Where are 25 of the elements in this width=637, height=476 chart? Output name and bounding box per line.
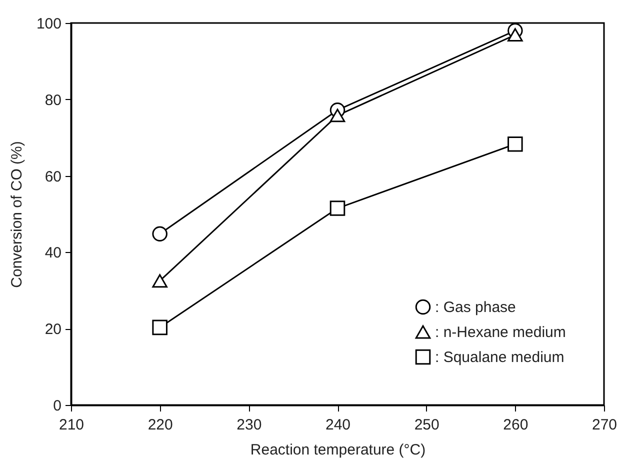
x-tick-label: 240 xyxy=(325,416,351,434)
x-tick-label: 220 xyxy=(148,416,173,434)
y-tick-label: 20 xyxy=(44,321,62,338)
legend-label: : Squalane medium xyxy=(435,349,564,366)
point xyxy=(508,28,523,42)
x-tick-label: 230 xyxy=(236,416,262,434)
x-axis-title: Reaction temperature (°C) xyxy=(250,442,426,458)
legend-label: : n-Hexane medium xyxy=(435,324,566,341)
x-tick-label: 270 xyxy=(592,416,618,434)
x-tick-label: 250 xyxy=(414,416,440,434)
y-tick-label: 60 xyxy=(44,168,62,186)
x-tick-label: 210 xyxy=(58,416,84,434)
y-tick-label: 100 xyxy=(36,16,62,32)
y-tick-label: 40 xyxy=(44,244,62,262)
point xyxy=(152,274,168,288)
x-tick-label: 260 xyxy=(503,416,528,434)
y-tick-label: 80 xyxy=(44,92,62,109)
point xyxy=(508,136,523,152)
y-axis-title: Conversion of CO (%) xyxy=(8,141,26,288)
y-tick-label: 0 xyxy=(53,398,62,414)
point xyxy=(152,226,168,242)
point xyxy=(330,108,346,122)
point xyxy=(330,200,346,216)
legend-label: : Gas phase xyxy=(435,299,516,316)
point xyxy=(152,320,168,336)
